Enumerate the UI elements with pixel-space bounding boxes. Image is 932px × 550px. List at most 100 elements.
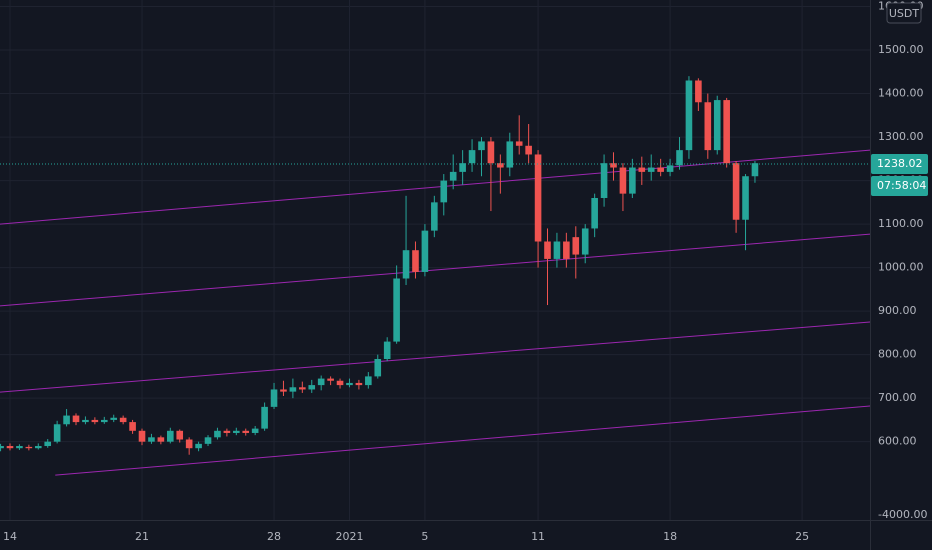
candle-body [515,141,523,146]
candle-body [695,80,702,103]
candle-body [497,163,504,168]
candle-body [16,446,23,449]
candle-body [544,241,551,259]
candle-body [619,167,627,194]
candle-body [563,241,570,259]
candle-body [431,202,438,231]
x-tick-label: 2021 [335,530,363,543]
candle-body [581,228,589,255]
candle-body [176,430,184,440]
grid [0,0,870,520]
candle-body [525,145,532,155]
candle-body [214,430,221,438]
candle-body [412,250,419,272]
candle-body [751,163,759,177]
x-tick-label: 28 [267,530,281,543]
candle-body [251,428,259,433]
x-tick-label: 14 [3,530,17,543]
candle-body [553,241,561,259]
axes: 600.00 700.00 800.00 900.00 1000.00 1100.00 12… [3,0,928,543]
candle-body [53,424,61,442]
candle-body [336,380,344,386]
candle-body [478,141,485,151]
y-tick-label: 800.00 [878,348,917,361]
candle-body [34,446,42,449]
y-tick-label: 1400.00 [878,87,924,100]
candle-body [572,237,580,255]
y-tick-label: 900.00 [878,304,917,317]
candle-body [704,102,712,151]
candle-body [270,389,278,407]
candle-body [449,171,457,181]
channel-line [55,405,871,476]
candle-body [468,150,476,164]
currency-label[interactable]: USDT [889,7,920,20]
candle-body [25,446,33,449]
candle-body [638,167,646,172]
candle-body [185,439,193,449]
candle-body [610,163,617,168]
currency-box[interactable] [886,2,922,24]
candle-body [346,382,353,386]
y-tick-label: 700.00 [878,391,917,404]
candle-body [63,415,70,425]
candle-body [242,430,250,433]
candle-body [402,250,410,279]
candle-body [280,389,287,392]
candle-body [506,141,514,168]
candle-body [421,230,429,272]
candle-body [685,80,693,151]
candle-body [600,163,608,198]
candle-body [308,385,316,390]
x-tick-label: 5 [421,530,428,543]
candle-body [261,406,268,429]
candle-body [138,430,146,442]
y-tick-label: 600.00 [878,435,917,448]
countdown-label: 07:58:04 [877,179,926,192]
countdown-badge [871,176,928,197]
x-tick-label: 18 [663,530,677,543]
volume-axis-label: -4000.00 [878,508,927,521]
candle-body [459,163,466,172]
candle-body [647,167,655,172]
candle-body [713,100,721,151]
y-tick-label: 1300.00 [878,130,924,143]
last-price-label: 1238.02 [877,157,923,170]
candle-body [82,419,89,423]
candle-body [129,422,136,431]
plot-area [0,76,871,476]
x-tick-label: 21 [135,530,149,543]
candle-body [676,150,683,166]
candle-body [6,446,14,449]
candle-body [233,430,240,433]
candle-body [723,100,730,164]
candle-body [732,163,740,220]
candle-body [167,430,174,442]
candle-body [355,382,363,386]
candle-body [327,378,334,381]
candle-body [657,167,664,172]
candle-body [440,180,448,203]
candle-body [91,419,99,423]
candle-body [383,341,391,359]
candle-body [195,443,202,449]
candle-body [44,441,52,447]
candle-body [317,378,325,386]
candle-body [72,415,80,423]
y-tick-label: 1000.00 [878,261,924,274]
candle-body [119,417,127,423]
x-tick-label: 11 [531,530,545,543]
candle-body [110,417,118,420]
candle-body [289,387,297,392]
candle-body [100,419,108,423]
candle-body [666,165,674,172]
candle-body [223,430,231,433]
channel-line [0,321,871,393]
candle-body [204,437,212,444]
candle-body [487,141,495,164]
candle-body [534,154,542,242]
candle-body [148,437,155,442]
candle-body [393,278,400,342]
